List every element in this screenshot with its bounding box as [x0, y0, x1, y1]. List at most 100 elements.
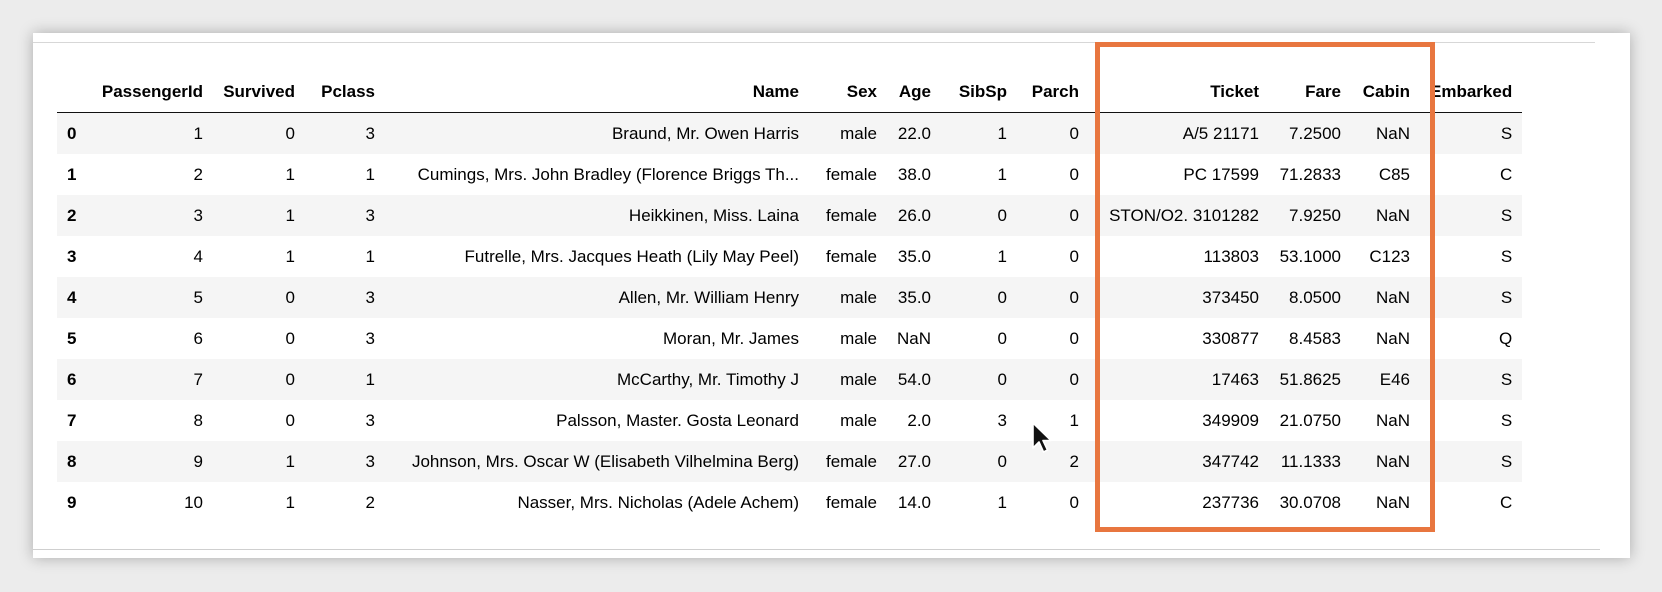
cell-name: Palsson, Master. Gosta Leonard — [556, 411, 799, 430]
cell-ticket: STON/O2. 3101282 — [1109, 206, 1260, 225]
cell-cabin: NaN — [1376, 329, 1411, 348]
cell-pclass: 3 — [365, 411, 375, 430]
cell-sibsp: 1 — [997, 124, 1008, 143]
cell-embarked: S — [1500, 288, 1513, 307]
column-header-sex: Sex — [809, 71, 887, 113]
cell-survived: 0 — [285, 288, 295, 307]
cell-passengerid: 1 — [193, 124, 203, 143]
cell-sex: male — [840, 411, 877, 430]
row-index: 8 — [67, 452, 77, 471]
row-index: 9 — [67, 493, 77, 512]
cell-sex: male — [840, 288, 877, 307]
table-row: 7 8 0 3 Palsson, Master. Gosta Leonard male 2.… — [57, 400, 1522, 441]
cell-sex: male — [840, 370, 877, 389]
cell-fare: 71.2833 — [1279, 165, 1342, 184]
cell-sex: female — [825, 165, 877, 184]
cell-fare: 30.0708 — [1279, 493, 1342, 512]
index-header — [57, 71, 91, 113]
column-header-embarked: Embarked — [1420, 71, 1523, 113]
table-row: 3 4 1 1 Futrelle, Mrs. Jacques Heath (Lily M… — [57, 236, 1522, 277]
cell-pclass: 3 — [365, 124, 375, 143]
cell-embarked: C — [1499, 493, 1513, 512]
table-row: 8 9 1 3 Johnson, Mrs. Oscar W (Elisabeth Vil… — [57, 441, 1523, 482]
cell-parch: 0 — [1069, 165, 1080, 184]
cell-sex: female — [825, 493, 877, 512]
column-header-fare: Fare — [1269, 71, 1352, 113]
cell-ticket: 17463 — [1211, 370, 1260, 389]
row-index: 3 — [67, 247, 77, 266]
row-index: 1 — [67, 165, 77, 184]
table-row: 1 2 1 1 Cumings, Mrs. John Bradley (Florence… — [57, 154, 1522, 195]
cell-embarked: S — [1500, 370, 1513, 389]
cell-passengerid: 2 — [193, 165, 203, 184]
cell-passengerid: 8 — [193, 411, 203, 430]
cell-embarked: S — [1500, 124, 1513, 143]
cell-pclass: 3 — [365, 288, 375, 307]
top-divider — [33, 42, 1595, 43]
column-header-pclass: Pclass — [305, 71, 385, 113]
cell-pclass: 3 — [365, 452, 375, 471]
cell-name: Braund, Mr. Owen Harris — [611, 124, 799, 143]
table-row: 2 3 1 3 Heikkinen, Miss. Laina female 26.0 0 0 ST… — [57, 195, 1523, 236]
cell-pclass: 1 — [365, 247, 375, 266]
cell-survived: 1 — [285, 165, 295, 184]
cell-survived: 0 — [285, 124, 295, 143]
cell-embarked: S — [1500, 206, 1513, 225]
cell-passengerid: 3 — [193, 206, 203, 225]
cell-cabin: C85 — [1378, 165, 1411, 184]
cell-fare: 21.0750 — [1279, 411, 1342, 430]
cell-fare: 8.4583 — [1289, 329, 1342, 348]
cell-pclass: 1 — [365, 370, 375, 389]
cell-cabin: NaN — [1376, 206, 1411, 225]
cell-ticket: 373450 — [1202, 288, 1260, 307]
row-index: 4 — [67, 288, 77, 307]
cell-ticket: 347742 — [1202, 452, 1260, 471]
cell-sibsp: 0 — [997, 206, 1008, 225]
dataframe-table: PassengerId Survived Pclass Name Sex Age… — [57, 71, 1523, 524]
cell-cabin: NaN — [1376, 411, 1411, 430]
mouse-pointer-icon — [1032, 422, 1052, 453]
cell-age: 2.0 — [907, 411, 932, 430]
cell-ticket: 330877 — [1202, 329, 1260, 348]
cell-embarked: Q — [1498, 329, 1513, 348]
cell-survived: 0 — [285, 329, 295, 348]
cell-name: Johnson, Mrs. Oscar W (Elisabeth Vilhelm… — [411, 452, 799, 471]
row-index: 6 — [67, 370, 77, 389]
cell-sibsp: 1 — [997, 165, 1008, 184]
bottom-divider — [33, 549, 1600, 550]
cell-name: Moran, Mr. James — [662, 329, 799, 348]
cell-name: Futrelle, Mrs. Jacques Heath (Lily May P… — [464, 247, 799, 266]
cell-parch: 0 — [1069, 206, 1080, 225]
cell-ticket: 349909 — [1202, 411, 1260, 430]
cell-embarked: S — [1500, 247, 1513, 266]
cell-passengerid: 5 — [193, 288, 203, 307]
column-header-age: Age — [887, 71, 942, 113]
cell-sibsp: 0 — [997, 452, 1008, 471]
cell-fare: 7.9250 — [1289, 206, 1342, 225]
cell-fare: 7.2500 — [1289, 124, 1342, 143]
cell-sibsp: 3 — [997, 411, 1008, 430]
cell-passengerid: 9 — [193, 452, 203, 471]
cell-cabin: NaN — [1376, 493, 1411, 512]
cell-parch: 0 — [1069, 370, 1080, 389]
cell-fare: 51.8625 — [1279, 370, 1342, 389]
cell-age: 26.0 — [897, 206, 932, 225]
cell-sex: female — [825, 247, 877, 266]
column-header-cabin: Cabin — [1351, 71, 1421, 113]
cell-survived: 0 — [285, 370, 295, 389]
cell-parch: 0 — [1069, 124, 1080, 143]
cell-sex: male — [840, 124, 877, 143]
column-header-passengerid: PassengerId — [91, 71, 213, 113]
cell-sex: male — [840, 329, 877, 348]
cell-sibsp: 0 — [997, 370, 1008, 389]
table-body: 0 1 0 3 Braund, Mr. Owen Harris male 22.0 1 0 A/5… — [57, 112, 1523, 524]
cell-age: 14.0 — [897, 493, 932, 512]
cell-cabin: NaN — [1376, 124, 1411, 143]
cell-name: Cumings, Mrs. John Bradley (Florence Bri… — [417, 165, 799, 184]
column-header-name: Name — [385, 71, 809, 113]
cell-pclass: 1 — [365, 165, 375, 184]
cell-age: 54.0 — [897, 370, 932, 389]
dataframe-output-panel: PassengerId Survived Pclass Name Sex Age… — [33, 33, 1630, 558]
cell-survived: 1 — [285, 206, 295, 225]
column-header-survived: Survived — [213, 71, 305, 113]
